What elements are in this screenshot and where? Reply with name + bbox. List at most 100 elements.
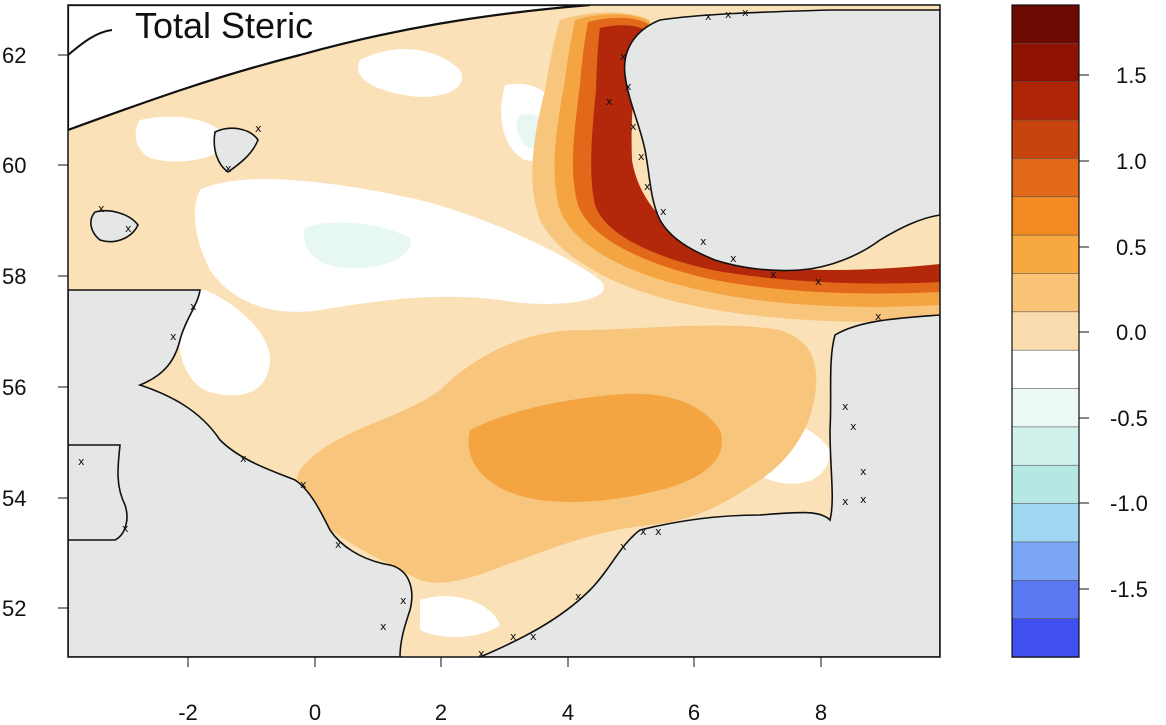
colorbar-swatch xyxy=(1011,349,1080,390)
y-tick-52: 52 xyxy=(2,596,26,621)
svg-text:x: x xyxy=(98,202,105,215)
y-tick-60: 60 xyxy=(2,153,26,178)
colorbar-swatch xyxy=(1011,503,1080,543)
colorbar-swatch xyxy=(1011,196,1080,236)
x-tick-6: 6 xyxy=(688,700,700,725)
svg-text:x: x xyxy=(725,8,732,21)
svg-text:x: x xyxy=(842,495,849,508)
land-continent xyxy=(479,314,940,657)
colorbar-swatch xyxy=(1011,541,1080,582)
colorbar-label-0p0: 0.0 xyxy=(1116,320,1147,345)
colorbar-swatch xyxy=(1011,119,1080,160)
northern-coastline-hook xyxy=(68,29,113,56)
colorbar-label-1p0: 1.0 xyxy=(1116,149,1147,174)
colorbar-swatch xyxy=(1011,579,1080,620)
svg-text:x: x xyxy=(705,10,712,23)
x-tick-8: 8 xyxy=(815,700,827,725)
svg-text:x: x xyxy=(644,180,651,193)
svg-text:x: x xyxy=(842,400,849,413)
svg-text:x: x xyxy=(860,465,867,478)
svg-text:x: x xyxy=(630,120,637,133)
y-tick-56: 56 xyxy=(2,375,26,400)
svg-text:x: x xyxy=(620,50,627,63)
svg-text:x: x xyxy=(122,522,129,535)
svg-text:x: x xyxy=(190,300,197,313)
x-axis: -2 0 2 4 6 8 xyxy=(178,657,827,725)
colorbar-swatch xyxy=(1011,618,1080,658)
svg-text:x: x xyxy=(575,590,582,603)
svg-text:x: x xyxy=(638,150,645,163)
northern-coastline xyxy=(68,5,591,132)
svg-text:x: x xyxy=(640,525,647,538)
colorbar-swatches xyxy=(1011,4,1080,658)
colorbar-frame xyxy=(1011,4,1080,658)
land-ireland xyxy=(68,444,128,541)
y-tick-62: 62 xyxy=(2,43,26,68)
zero-region-west xyxy=(178,290,270,396)
svg-text:x: x xyxy=(478,647,485,660)
x-tick-minus2: -2 xyxy=(178,700,198,725)
colorbar-swatch xyxy=(1011,4,1080,45)
land-shetland xyxy=(213,127,259,173)
colorbar-label-m1p5: -1.5 xyxy=(1110,577,1148,602)
svg-text:x: x xyxy=(660,205,667,218)
svg-text:x: x xyxy=(380,620,387,633)
land-orkney xyxy=(90,209,139,243)
svg-text:x: x xyxy=(730,252,737,265)
colorbar-label-0p5: 0.5 xyxy=(1116,235,1147,260)
zero-region-shetland xyxy=(135,116,230,162)
map-title: Total Steric xyxy=(135,5,313,46)
colorbar-ticks xyxy=(1079,74,1089,590)
colorbar-swatch xyxy=(1011,43,1080,83)
svg-text:x: x xyxy=(335,538,342,551)
colorbar-label-m0p5: -0.5 xyxy=(1110,406,1148,431)
y-axis: 62 60 58 56 54 52 xyxy=(2,43,68,621)
svg-text:x: x xyxy=(655,525,662,538)
svg-text:x: x xyxy=(170,330,177,343)
svg-text:x: x xyxy=(620,540,627,553)
map-frame xyxy=(67,4,941,658)
land-britain xyxy=(68,289,413,657)
svg-text:x: x xyxy=(850,420,857,433)
high-region-central xyxy=(468,393,722,502)
trench-band-4 xyxy=(591,25,940,284)
colorbar-swatch xyxy=(1011,273,1080,313)
x-tick-4: 4 xyxy=(562,700,574,725)
svg-text:x: x xyxy=(255,122,262,135)
zero-region-ne xyxy=(358,49,462,97)
y-tick-58: 58 xyxy=(2,264,26,289)
colorbar-swatch xyxy=(1011,426,1080,467)
svg-text:x: x xyxy=(125,222,132,235)
colorbar-label-m1p0: -1.0 xyxy=(1110,491,1148,516)
svg-text:x: x xyxy=(78,455,85,468)
svg-text:x: x xyxy=(606,95,613,108)
svg-text:x: x xyxy=(400,594,407,607)
colorbar-swatch xyxy=(1011,388,1080,428)
colorbar-swatch xyxy=(1011,81,1080,121)
svg-text:x: x xyxy=(860,493,867,506)
svg-text:x: x xyxy=(530,630,537,643)
colorbar-swatch xyxy=(1011,464,1080,505)
land xyxy=(68,9,940,657)
x-tick-0: 0 xyxy=(309,700,321,725)
land-norway xyxy=(623,9,940,272)
y-tick-54: 54 xyxy=(2,486,26,511)
svg-text:x: x xyxy=(240,452,247,465)
negative-patch-1 xyxy=(304,222,411,269)
colorbar-swatch xyxy=(1011,158,1080,198)
svg-text:x: x xyxy=(700,235,707,248)
colorbar-swatch xyxy=(1011,311,1080,351)
svg-text:x: x xyxy=(815,275,822,288)
svg-text:x: x xyxy=(625,80,632,93)
zero-region-sw xyxy=(420,596,500,637)
colorbar: 1.5 1.0 0.5 0.0 -0.5 -1.0 -1.5 xyxy=(1011,4,1148,658)
svg-text:x: x xyxy=(300,478,307,491)
x-tick-2: 2 xyxy=(435,700,447,725)
svg-text:x: x xyxy=(510,630,517,643)
colorbar-swatch xyxy=(1011,234,1080,275)
svg-text:x: x xyxy=(770,268,777,281)
colorbar-label-1p5: 1.5 xyxy=(1116,63,1147,88)
